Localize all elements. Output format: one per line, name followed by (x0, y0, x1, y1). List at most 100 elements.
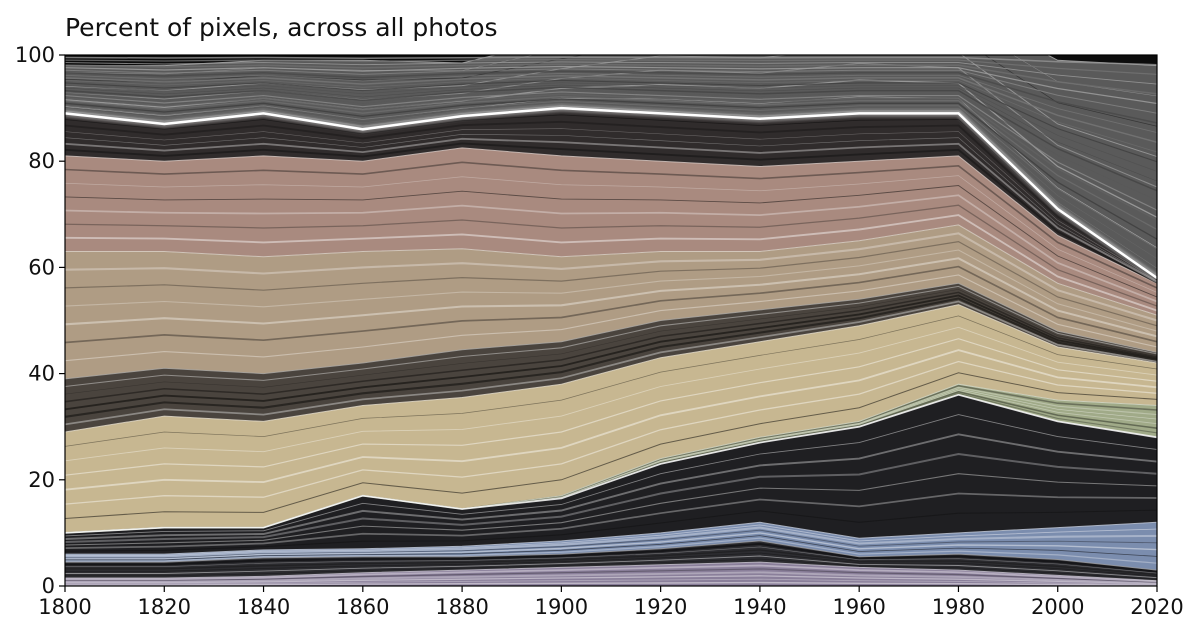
x-tick-label: 1940 (733, 595, 786, 619)
series-3-strand (65, 535, 1157, 561)
series-1-strand (65, 581, 1157, 586)
series-1-strand (65, 575, 1157, 585)
series-9-strand (65, 204, 1157, 307)
series-1-edge (65, 561, 1157, 582)
x-tick-label: 1900 (535, 595, 588, 619)
series-10-strand (65, 137, 1157, 283)
series-2-strand (65, 549, 1157, 576)
series-4-strand (65, 509, 1157, 552)
series-4-strand (65, 473, 1157, 546)
top-band-strand (65, 84, 1157, 182)
series-1-strand (65, 568, 1157, 583)
series-6-strand (65, 372, 1157, 520)
x-tick-label: 1920 (634, 595, 687, 619)
series-10-strand (65, 134, 1157, 282)
series-2-strand (65, 546, 1157, 574)
x-tick-label: 2020 (1130, 595, 1183, 619)
series-7-edge (65, 282, 1157, 380)
y-tick-label: 40 (28, 362, 55, 386)
top-band-strand (65, 86, 1157, 192)
series-3-edge (65, 521, 1157, 555)
top-band-strand (65, 77, 1157, 153)
series-9-strand (65, 161, 1157, 289)
area-series-2 (65, 540, 1157, 581)
x-tick-label: 1860 (336, 595, 389, 619)
top-band-strand (65, 103, 1157, 259)
x-tick-label: 1960 (832, 595, 885, 619)
series-8-strand (65, 249, 1157, 332)
series-2-strand (65, 558, 1157, 580)
series-9-strand (65, 214, 1157, 312)
area-series-4 (65, 394, 1157, 555)
plot-frame (64, 54, 1158, 587)
top-band-strand (65, 61, 1157, 85)
top-band-strand (65, 68, 1157, 114)
y-tick-label: 60 (28, 255, 55, 279)
secondary-highlight-line (65, 393, 1157, 534)
texture-layer (65, 55, 1157, 586)
area-series-9 (65, 147, 1157, 316)
series-7-strand (65, 291, 1157, 403)
chart-title: Percent of pixels, across all photos (65, 13, 498, 42)
series-3-strand (65, 526, 1157, 558)
series-9-edge (65, 147, 1157, 284)
series-8-strand (65, 265, 1157, 344)
area-series-6 (65, 304, 1157, 533)
y-tick-label: 0 (42, 574, 55, 598)
series-8-strand (65, 232, 1157, 322)
area-series-10 (65, 108, 1157, 284)
axes: 0 20 40 60 80 100 1800 1820 1840 1860 1880 1900 1920… (15, 43, 1184, 619)
series-10-strand (65, 120, 1157, 281)
series-2-edge (65, 540, 1157, 571)
series-11-strand (65, 55, 1157, 97)
x-tick-label: 1800 (38, 595, 91, 619)
series-8-strand (65, 240, 1157, 327)
x-tick-label: 1820 (138, 595, 191, 619)
series-6-strand (65, 315, 1157, 447)
series-2-strand (65, 555, 1157, 579)
y-tick-label: 20 (28, 468, 55, 492)
series-1-strand (65, 578, 1157, 585)
series-layer (65, 55, 1157, 586)
series-7-strand (65, 294, 1157, 411)
top-band-strand (65, 56, 1157, 66)
top-band-strand (65, 73, 1157, 134)
top-band-strand (65, 70, 1157, 124)
series-6-strand (65, 360, 1157, 505)
top-band-strand (65, 95, 1157, 231)
series-7-strand (65, 300, 1157, 426)
series-7-strand (65, 297, 1157, 418)
top-band-strand (65, 98, 1157, 240)
top-band-strand (65, 91, 1157, 211)
series-3-strand (65, 524, 1157, 556)
top-band-strand (65, 82, 1157, 172)
y-tick-label: 80 (28, 149, 55, 173)
x-tick-label: 1980 (932, 595, 985, 619)
series-2-strand (65, 552, 1157, 577)
series-6-strand (65, 349, 1157, 491)
series-4-strand (65, 433, 1157, 540)
series-8-strand (65, 274, 1157, 362)
series-10-strand (65, 128, 1157, 281)
series-6-edge (65, 304, 1157, 433)
series-11-strand (65, 55, 1157, 127)
top-band-strand (65, 89, 1157, 201)
series-9-strand (65, 185, 1157, 298)
series-6-strand (65, 326, 1157, 462)
series-10-strand (65, 114, 1157, 280)
area-series-8 (65, 224, 1157, 379)
top-band-strand (65, 75, 1157, 144)
series-1-strand (65, 571, 1157, 584)
series-8-edge (65, 224, 1157, 316)
series-10-strand (65, 142, 1157, 284)
series-8-strand (65, 257, 1157, 338)
series-9-strand (65, 194, 1157, 303)
series-4-strand (65, 414, 1157, 537)
series-1-strand (65, 564, 1157, 583)
top-band-strand (65, 100, 1157, 250)
top-band-strand (65, 79, 1157, 163)
highlight-line (65, 106, 1157, 280)
series-6-strand (65, 338, 1157, 476)
area-series-5 (65, 384, 1157, 533)
